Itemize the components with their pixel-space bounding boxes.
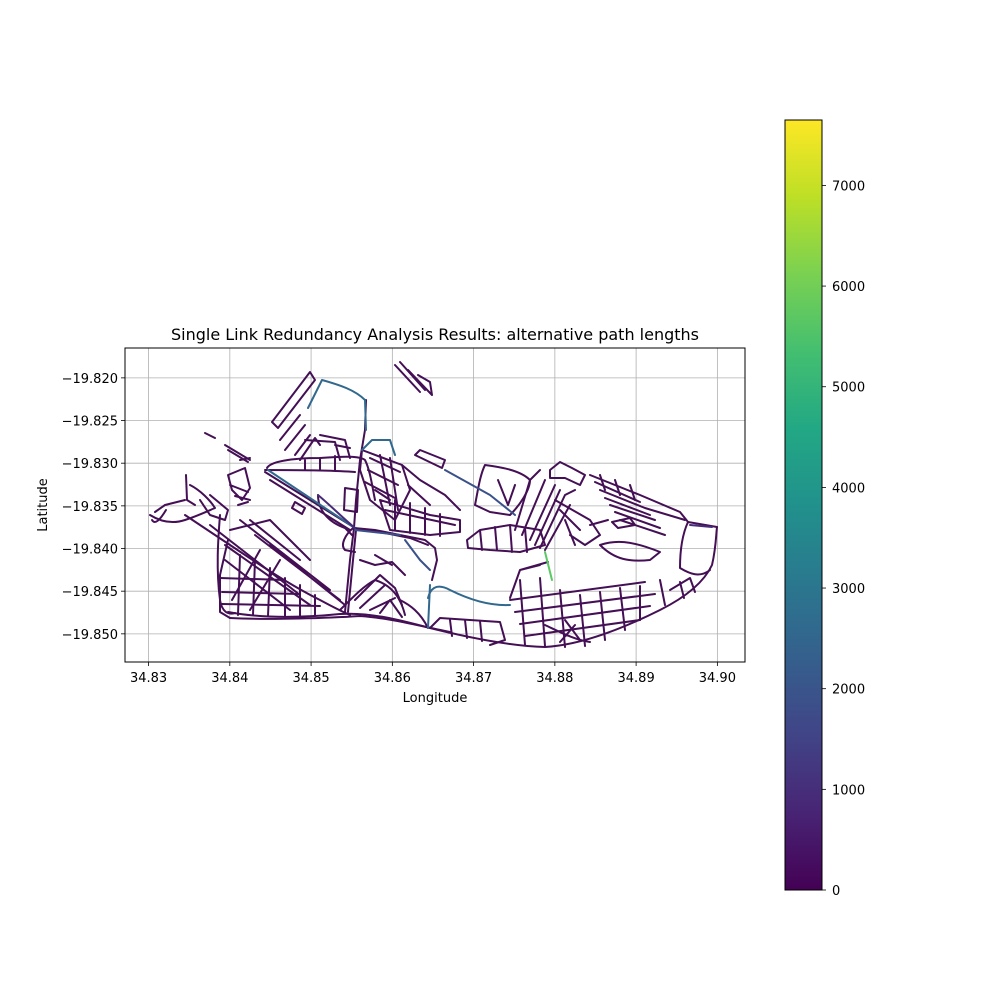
road-link-2500 <box>361 439 396 456</box>
y-tick-label: −19.835 <box>62 500 118 515</box>
road-link-2500 <box>427 585 511 607</box>
x-tick-label: 34.86 <box>374 671 411 686</box>
road-link <box>379 499 461 537</box>
road-link <box>184 514 351 616</box>
road-link <box>466 524 546 553</box>
y-tick-label: −19.840 <box>62 543 118 558</box>
y-tick-label: −19.820 <box>62 372 118 387</box>
y-tick-label: −19.825 <box>62 415 118 430</box>
road-link <box>317 494 353 536</box>
road-link <box>544 619 591 643</box>
colorbar-tick-label: 3000 <box>832 582 865 597</box>
chart-title: Single Link Redundancy Analysis Results:… <box>171 325 699 344</box>
road-link <box>519 577 666 648</box>
colorbar-tick-label: 7000 <box>832 179 865 194</box>
x-tick-label: 34.87 <box>455 671 492 686</box>
road-link <box>353 527 438 581</box>
x-tick-label: 34.89 <box>618 671 655 686</box>
y-tick-label: −19.850 <box>62 628 118 643</box>
road-link <box>379 454 399 511</box>
road-link <box>399 599 429 629</box>
road-link <box>599 540 661 562</box>
road-link <box>509 581 656 637</box>
road-link <box>599 474 636 501</box>
colorbar-tick-label: 0 <box>832 884 840 899</box>
road-link <box>589 474 689 536</box>
road-link <box>509 561 549 599</box>
road-link-6000 <box>544 551 553 581</box>
y-axis-label: Latitude <box>36 478 51 532</box>
road-link-2000 <box>404 539 431 571</box>
x-tick-label: 34.84 <box>211 671 248 686</box>
road-link <box>514 469 576 551</box>
road-link <box>234 495 251 506</box>
x-tick-label: 34.83 <box>130 671 167 686</box>
road-link <box>342 527 356 553</box>
y-tick-label: −19.830 <box>62 457 118 472</box>
road-link-2500 <box>267 469 356 529</box>
road-link <box>589 517 636 529</box>
road-link <box>474 464 531 516</box>
colorbar-tick-label: 4000 <box>832 481 865 496</box>
colorbar-ticks: 0 1000 2000 3000 4000 5000 6000 7000 <box>822 179 865 899</box>
road-link <box>354 574 403 618</box>
x-tick-label: 34.90 <box>699 671 736 686</box>
road-link <box>549 461 586 486</box>
x-axis-label: Longitude <box>403 691 468 706</box>
road-link <box>227 526 718 648</box>
x-ticks: 34.83 34.84 34.85 34.86 34.87 34.88 34.89 34.90 <box>130 662 736 686</box>
colorbar-tick-label: 1000 <box>832 783 865 798</box>
road-link <box>229 519 311 561</box>
road-link <box>291 487 359 515</box>
road-link <box>669 577 696 599</box>
colorbar-tick-label: 5000 <box>832 381 865 396</box>
road-link <box>204 432 251 463</box>
road-link <box>304 455 336 471</box>
road-link <box>219 549 321 611</box>
road-link <box>229 615 451 633</box>
high-redundancy-links <box>267 379 713 629</box>
road-link-2000 <box>354 529 401 536</box>
road-link-1000 <box>317 494 356 529</box>
road-link <box>151 509 167 523</box>
road-link <box>271 371 321 461</box>
colorbar <box>784 119 823 891</box>
road-link <box>304 434 351 461</box>
road-link <box>347 529 357 613</box>
colorbar-tick-label: 6000 <box>832 280 865 295</box>
road-network <box>149 361 718 648</box>
road-link <box>264 471 356 531</box>
axes-frame <box>124 347 746 663</box>
road-link-2000 <box>444 469 516 516</box>
road-link <box>149 474 229 524</box>
x-tick-label: 34.85 <box>292 671 329 686</box>
road-link <box>394 361 433 396</box>
x-tick-label: 34.88 <box>536 671 573 686</box>
y-ticks: −19.820 −19.825 −19.830 −19.835 −19.840 −19.8… <box>62 372 125 643</box>
road-link <box>429 617 506 646</box>
y-tick-label: −19.845 <box>62 585 118 600</box>
road-link-2500 <box>307 379 367 431</box>
road-link <box>401 464 461 511</box>
road-link <box>216 514 236 615</box>
road-link <box>679 521 718 576</box>
road-link-2500 <box>427 584 431 629</box>
road-link <box>414 449 446 469</box>
road-link <box>554 499 601 546</box>
colorbar-tick-label: 2000 <box>832 683 865 698</box>
road-link <box>227 467 251 501</box>
road-link-1000 <box>689 524 713 528</box>
road-link <box>359 554 406 576</box>
